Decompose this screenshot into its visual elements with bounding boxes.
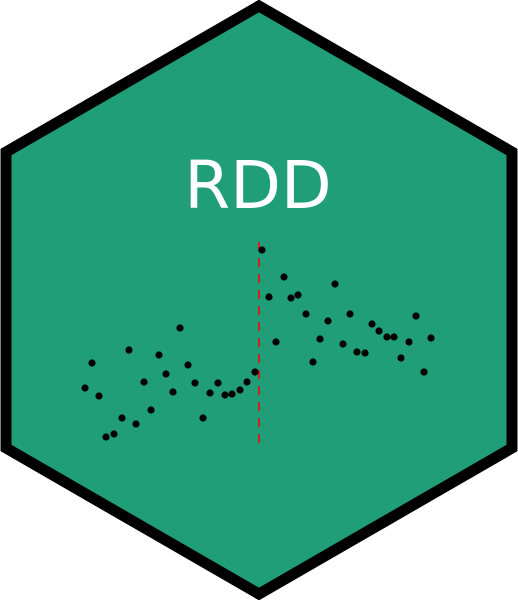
scatter-point-right-2 bbox=[272, 338, 280, 346]
scatter-point-left-5 bbox=[118, 414, 126, 422]
scatter-point-right-21 bbox=[412, 312, 420, 320]
scatter-point-right-10 bbox=[331, 280, 339, 288]
scatter-point-left-3 bbox=[102, 433, 110, 441]
scatter-point-left-19 bbox=[221, 391, 229, 399]
scatter-point-left-15 bbox=[191, 379, 199, 387]
scatter-point-right-23 bbox=[427, 334, 435, 342]
scatter-right-group bbox=[258, 246, 435, 376]
scatter-point-left-9 bbox=[147, 406, 155, 414]
scatter-point-right-6 bbox=[302, 310, 310, 318]
scatter-point-left-18 bbox=[214, 379, 222, 387]
scatter-point-right-7 bbox=[309, 358, 317, 366]
scatter-point-right-14 bbox=[361, 349, 369, 357]
scatter-point-right-16 bbox=[375, 327, 383, 335]
scatter-point-left-7 bbox=[132, 420, 140, 428]
scatter-point-right-11 bbox=[339, 340, 347, 348]
scatter-point-right-13 bbox=[353, 348, 361, 356]
scatter-point-right-4 bbox=[287, 294, 295, 302]
scatter-point-right-17 bbox=[383, 333, 391, 341]
scatter-point-right-12 bbox=[346, 310, 354, 318]
scatter-point-right-9 bbox=[324, 317, 332, 325]
scatter-point-left-10 bbox=[155, 351, 163, 359]
scatter-point-left-8 bbox=[140, 378, 148, 386]
scatter-point-right-3 bbox=[280, 273, 288, 281]
scatter-point-right-22 bbox=[420, 368, 428, 376]
scatter-point-left-20 bbox=[228, 390, 236, 398]
scatter-point-left-14 bbox=[184, 361, 192, 369]
scatter-point-right-5 bbox=[294, 291, 302, 299]
scatter-point-left-11 bbox=[162, 370, 170, 378]
scatter-point-left-2 bbox=[95, 392, 103, 400]
scatter-point-left-23 bbox=[251, 368, 259, 376]
scatter-point-right-20 bbox=[405, 338, 413, 346]
scatter-left-group bbox=[81, 324, 259, 441]
logo-title: RDD bbox=[184, 147, 332, 224]
scatter-point-left-0 bbox=[81, 384, 89, 392]
scatter-point-left-21 bbox=[236, 386, 244, 394]
scatter-point-right-19 bbox=[397, 354, 405, 362]
scatter-point-left-22 bbox=[243, 378, 251, 386]
scatter-point-left-6 bbox=[125, 346, 133, 354]
scatter-point-left-13 bbox=[176, 324, 184, 332]
scatter-point-right-18 bbox=[390, 333, 398, 341]
scatter-point-right-15 bbox=[368, 320, 376, 328]
scatter-point-left-16 bbox=[199, 414, 207, 422]
scatter-point-right-8 bbox=[316, 335, 324, 343]
scatter-point-left-4 bbox=[110, 430, 118, 438]
scatter-point-left-17 bbox=[206, 389, 214, 397]
scatter-point-right-0 bbox=[258, 246, 266, 254]
scatter-point-left-1 bbox=[88, 359, 96, 367]
scatter-point-left-12 bbox=[169, 388, 177, 396]
scatter-point-right-1 bbox=[265, 293, 273, 301]
